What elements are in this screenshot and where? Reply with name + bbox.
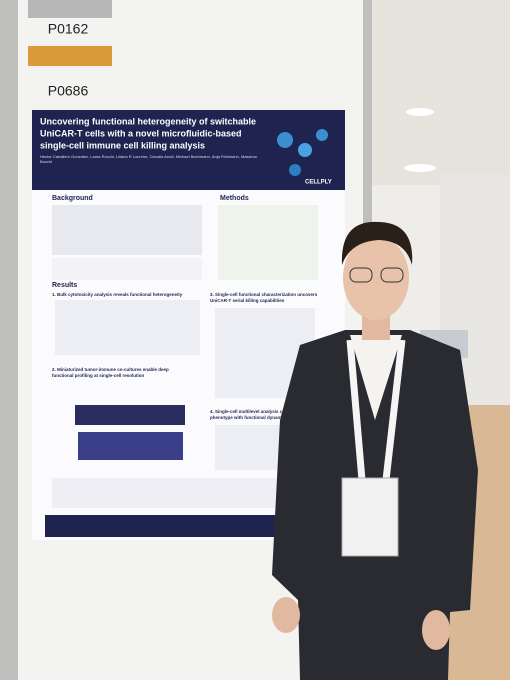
hair <box>341 221 413 265</box>
cell-image <box>316 129 328 141</box>
face <box>343 236 409 320</box>
poster-title: Uncovering functional heterogeneity of s… <box>40 116 256 126</box>
glasses <box>349 267 373 283</box>
results-figure <box>215 425 285 470</box>
cell-image <box>277 132 293 148</box>
ceiling <box>365 0 510 185</box>
conclusions <box>52 478 282 508</box>
poster-authors: Hector Caballero Gonzalez, Laura Rocchi,… <box>40 154 257 164</box>
section-heading: Results <box>52 282 77 289</box>
background-figure <box>52 258 202 280</box>
board-number: P0686 <box>48 83 89 99</box>
results-heading: 1. Bulk cytotoxicity analysis reveals fu… <box>52 292 183 297</box>
poster-title: single-cell immune cell killing analysis <box>40 140 205 150</box>
poster-header <box>32 110 345 190</box>
results-figure <box>78 432 183 460</box>
results-heading: 3. Single-cell functional characterizati… <box>210 292 318 297</box>
badge <box>341 477 399 557</box>
cell-image <box>298 143 312 157</box>
results-heading: phenotype with functional dynamics <box>210 415 288 420</box>
label-tag <box>28 46 112 66</box>
shirt <box>350 335 402 420</box>
section-heading: Methods <box>220 195 249 202</box>
results-heading: 4. Single-cell multilevel analysis categ… <box>210 409 305 414</box>
poster-logo: CELLPLY <box>305 180 332 186</box>
board-number: P0162 <box>48 21 89 37</box>
glasses <box>380 267 404 283</box>
label-tag <box>28 0 112 18</box>
results-heading: functional profiling at single-cell reso… <box>52 373 145 378</box>
authors-box: Hector Caballero Gonzalez, Laura Rocchi,… <box>40 154 257 164</box>
cell-image <box>289 164 301 176</box>
section-heading: Background <box>52 195 93 202</box>
results-figure <box>75 405 185 425</box>
results-figure <box>55 300 200 355</box>
hand <box>272 597 300 633</box>
poster-title: UniCAR-T cells with a novel microfluidic… <box>40 128 242 138</box>
hand <box>422 610 450 650</box>
ceiling-light <box>404 164 436 172</box>
ceiling-light <box>406 108 434 116</box>
methods-figure <box>218 205 318 280</box>
results-heading: 2. Miniaturized tumor-immune co-cultures… <box>52 367 169 372</box>
poster-footer <box>45 515 345 537</box>
lanyard <box>346 339 406 481</box>
results-heading: UniCAR-T serial killing capabilities <box>210 298 285 303</box>
background-text <box>52 205 202 255</box>
